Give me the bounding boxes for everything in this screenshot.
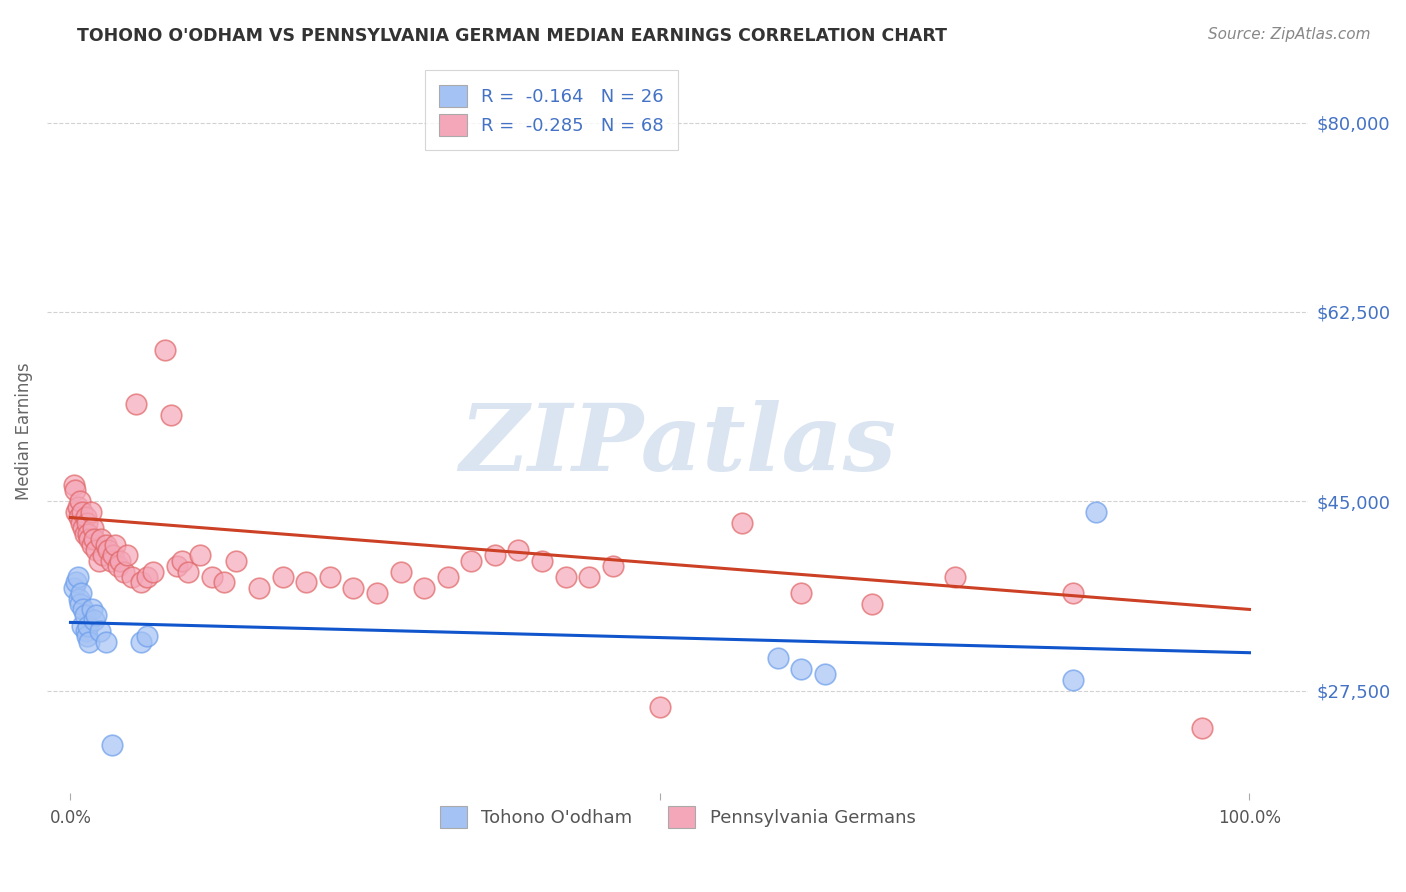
Point [115, 549, 138, 563]
Point [75, 510, 97, 524]
Point [77, 618, 100, 632]
Legend: Tohono O'odham, Pennsylvania Germans: Tohono O'odham, Pennsylvania Germans [433, 798, 922, 835]
Point [790, 586, 813, 600]
Point [212, 575, 235, 590]
Point [87, 554, 110, 568]
Point [72, 521, 94, 535]
Point [188, 549, 211, 563]
Point [80, 537, 103, 551]
Point [97, 543, 120, 558]
Point [83, 532, 105, 546]
Point [136, 630, 159, 644]
Point [70, 586, 93, 600]
Point [73, 526, 96, 541]
Point [86, 543, 108, 558]
Point [142, 565, 165, 579]
Point [1062, 673, 1084, 687]
Text: ZIPatlas: ZIPatlas [460, 401, 896, 491]
Point [100, 738, 122, 752]
Point [342, 581, 364, 595]
Point [731, 516, 754, 530]
Point [79, 505, 101, 519]
Point [89, 624, 111, 638]
Point [82, 521, 104, 535]
Point [578, 570, 600, 584]
Point [766, 651, 789, 665]
Point [75, 624, 97, 638]
Point [79, 532, 101, 546]
Point [77, 526, 100, 541]
Point [66, 570, 89, 584]
Point [121, 570, 143, 584]
Point [225, 554, 247, 568]
Point [129, 635, 152, 649]
Point [201, 570, 224, 584]
Point [413, 581, 436, 595]
Point [602, 559, 624, 574]
Point [76, 630, 98, 644]
Point [94, 635, 117, 649]
Point [153, 343, 176, 357]
Text: Source: ZipAtlas.com: Source: ZipAtlas.com [1208, 27, 1371, 42]
Point [90, 532, 112, 546]
Point [860, 597, 883, 611]
Y-axis label: Median Earnings: Median Earnings [15, 362, 32, 500]
Point [83, 613, 105, 627]
Point [112, 565, 135, 579]
Point [319, 570, 342, 584]
Point [648, 699, 671, 714]
Point [166, 559, 188, 574]
Point [172, 554, 194, 568]
Point [63, 478, 86, 492]
Point [295, 575, 318, 590]
Point [67, 591, 90, 606]
Point [67, 510, 90, 524]
Point [70, 516, 93, 530]
Point [101, 549, 124, 563]
Point [93, 549, 115, 563]
Point [65, 505, 87, 519]
Point [943, 570, 966, 584]
Point [484, 549, 506, 563]
Point [86, 607, 108, 622]
Point [177, 565, 200, 579]
Point [104, 537, 127, 551]
Point [72, 618, 94, 632]
Point [247, 581, 270, 595]
Point [80, 602, 103, 616]
Point [1191, 722, 1213, 736]
Point [531, 554, 554, 568]
Point [72, 602, 94, 616]
Point [508, 543, 530, 558]
Point [814, 667, 837, 681]
Point [72, 505, 94, 519]
Point [69, 597, 91, 611]
Point [1085, 505, 1108, 519]
Point [73, 607, 96, 622]
Point [108, 554, 131, 568]
Point [94, 537, 117, 551]
Point [125, 397, 148, 411]
Point [790, 662, 813, 676]
Point [460, 554, 482, 568]
Point [554, 570, 576, 584]
Point [389, 565, 412, 579]
Point [1062, 586, 1084, 600]
Point [107, 559, 129, 574]
Point [66, 500, 89, 514]
Point [136, 570, 159, 584]
Point [366, 586, 388, 600]
Text: TOHONO O'ODHAM VS PENNSYLVANIA GERMAN MEDIAN EARNINGS CORRELATION CHART: TOHONO O'ODHAM VS PENNSYLVANIA GERMAN ME… [77, 27, 948, 45]
Point [69, 494, 91, 508]
Point [129, 575, 152, 590]
Point [63, 483, 86, 498]
Point [76, 516, 98, 530]
Point [65, 575, 87, 590]
Point [271, 570, 294, 584]
Point [100, 554, 122, 568]
Point [159, 408, 181, 422]
Point [436, 570, 458, 584]
Point [79, 635, 101, 649]
Point [63, 581, 86, 595]
